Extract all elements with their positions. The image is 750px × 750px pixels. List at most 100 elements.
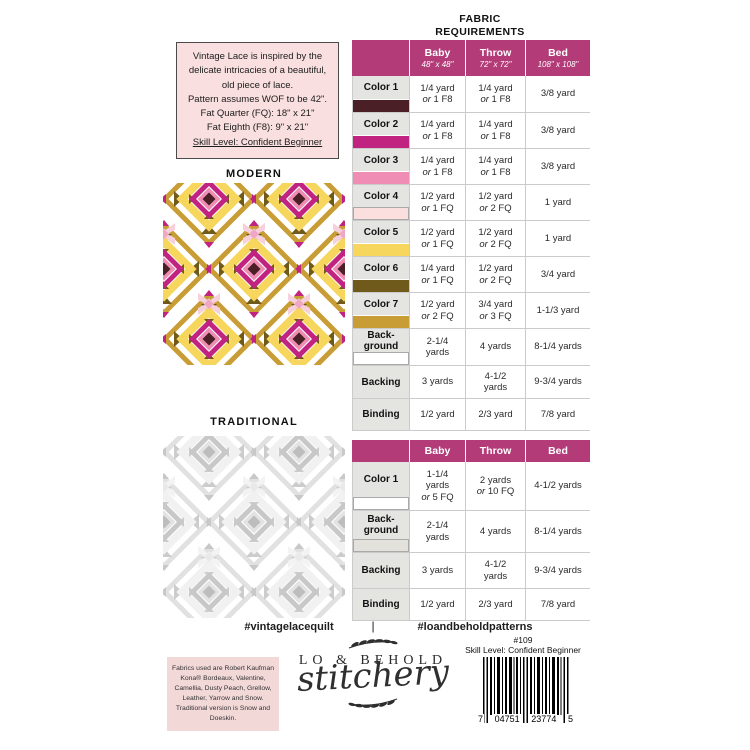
row-label: Color 5 [363, 226, 399, 238]
row-label-cell: Binding [353, 399, 409, 430]
yardage-line: 1/4 yard [420, 119, 455, 130]
logo-name-text: LO & BEHOLD [298, 653, 448, 668]
column-label: Throw [479, 445, 512, 457]
barcode-skill-level: Skill Level: Confident Beginner [465, 645, 581, 655]
yardage-line: 1/4 yard [420, 263, 455, 274]
column-label: Bed [548, 47, 568, 59]
yardage-line: 1/2 yard [478, 227, 513, 238]
yardage-cell: 1/2 yard or 1 FQ [409, 221, 465, 256]
yardage-cell: 2/3 yard [465, 399, 525, 430]
yardage-cell: 3 yards [409, 553, 465, 588]
yardage-cell: 3/8 yard [525, 76, 590, 112]
fabric-swatch [353, 497, 409, 510]
column-header-bed: Bed 108" x 108" [525, 40, 590, 76]
yardage-line: 1/2 yard [420, 227, 455, 238]
column-header-baby: Baby 48" x 48" [409, 40, 465, 76]
row-label-cell: Binding [353, 589, 409, 620]
yardage-cell: 1/2 yard [409, 399, 465, 430]
yardage-line: 1-1/3 yard [536, 304, 580, 316]
row-label-cell: Color 2 [353, 113, 409, 148]
table-header-row: Baby 48" x 48" Throw 72" x 72" Bed 108" x 108… [352, 40, 590, 76]
yardage-line: 2-1/4 [426, 335, 449, 347]
row-label-cell: Color 7 [353, 293, 409, 328]
yardage-line: or 1 FQ [421, 274, 454, 286]
yardage-cell: 1/2 yard or 2 FQ [465, 185, 525, 220]
yardage-line: 3/8 yard [540, 88, 576, 100]
yardage-line: or 2 FQ [479, 274, 512, 286]
yardage-line: or 2 FQ [479, 238, 512, 250]
row-label-cell: Backing [353, 366, 409, 398]
row-label: Binding [362, 599, 400, 610]
yardage-line: 1/2 yard [420, 191, 455, 202]
yardage-line: or 1 FQ [421, 238, 454, 250]
row-label-cell: Backing [353, 553, 409, 588]
row-label: Binding [362, 409, 400, 420]
yardage-cell: 1/2 yard or 1 FQ [409, 185, 465, 220]
yardage-line: 7/8 yard [540, 408, 576, 420]
yardage-cell: 1/4 yard or 1 F8 [465, 113, 525, 148]
yardage-line: 4 yards [479, 341, 512, 353]
yardage-line: or 1 F8 [422, 166, 453, 178]
yardage-line: or 2 FQ [421, 310, 454, 322]
yardage-cell: 4-1/2 yards [465, 366, 525, 398]
yardage-line: 8-1/4 yards [534, 525, 582, 537]
modern-section-label: MODERN [225, 168, 283, 180]
yardage-line: 2 yards [479, 474, 512, 486]
yardage-cell: 3/8 yard [525, 149, 590, 184]
yardage-cell: 9-3/4 yards [525, 553, 590, 588]
yardage-cell: 2 yards or 10 FQ [465, 462, 525, 510]
table-row: Color 6 1/4 yard or 1 FQ 1/2 yard or 2 FQ 3/4… [353, 256, 590, 292]
yardage-cell: 8-1/4 yards [525, 511, 590, 552]
yardage-cell: 4 yards [465, 511, 525, 552]
yardage-cell: 1/4 yard or 1 F8 [409, 76, 465, 112]
logo-script-text: stitchery [295, 652, 451, 700]
table-row: Backing 3 yards 4-1/2 yards 9-3/4 yards [353, 552, 590, 588]
yardage-line: 9-3/4 yards [534, 376, 582, 388]
table-corner-cell [352, 440, 409, 462]
yardage-line: 4-1/2 [484, 370, 507, 382]
row-label-cell: Back- ground [353, 511, 409, 552]
yardage-line: 1/2 yard [420, 408, 455, 420]
fabric-swatch [353, 243, 409, 256]
fabric-swatch [353, 207, 409, 220]
column-size: 108" x 108" [537, 60, 579, 69]
yardage-line: or 2 FQ [479, 202, 512, 214]
row-label-cell: Color 3 [353, 149, 409, 184]
yardage-line: 1/2 yard [478, 263, 513, 274]
column-label: Baby [424, 47, 451, 59]
yardage-line: 7/8 yard [540, 598, 576, 610]
column-header-throw: Throw 72" x 72" [465, 40, 525, 76]
table-row: Binding 1/2 yard 2/3 yard 7/8 yard [353, 588, 590, 620]
table-row: Color 5 1/2 yard or 1 FQ 1/2 yard or 2 FQ 1 y… [353, 220, 590, 256]
fat-quarter-note: Fat Quarter (FQ): 18" x 21" [200, 108, 315, 120]
row-label: Color 7 [363, 298, 399, 310]
fabric-swatch [353, 171, 409, 184]
barcode: 7 04751 23774 5 [477, 657, 574, 724]
yardage-line: 3/8 yard [540, 124, 576, 136]
barcode-digit-group: 04751 [493, 714, 521, 724]
yardage-cell: 3 yards [409, 366, 465, 398]
fabric-swatch [353, 352, 409, 365]
yardage-line: or 1 F8 [480, 166, 511, 178]
yardage-line: 3/4 yard [478, 299, 513, 310]
row-label: Color 1 [363, 82, 399, 93]
table-header-row: Baby Throw Bed [352, 440, 590, 462]
row-label-cell: Color 4 [353, 185, 409, 220]
table-row: Color 1 1/4 yard or 1 F8 1/4 yard or 1 F8 3/8… [353, 76, 590, 112]
yardage-cell: 1 yard [525, 221, 590, 256]
yardage-line: 1/4 yard [478, 119, 513, 130]
yardage-line: 1/2 yard [420, 299, 455, 310]
column-size: 48" x 48" [421, 60, 454, 69]
yardage-cell: 1/2 yard or 2 FQ [465, 221, 525, 256]
modern-quilt-image [163, 183, 345, 365]
yardage-line: or 10 FQ [476, 486, 515, 497]
yardage-cell: 8-1/4 yards [525, 329, 590, 365]
yardage-cell: 2-1/4 yards [409, 329, 465, 365]
yardage-line: yards [483, 382, 508, 393]
barcode-digit-group: 5 [566, 714, 574, 724]
yardage-cell: 1/4 yard or 1 F8 [465, 149, 525, 184]
yardage-line: 1/4 yard [478, 82, 513, 94]
table-row: Color 1 1-1/4 yards or 5 FQ 2 yards or 10 FQ 4… [353, 462, 590, 510]
row-label: Backing [361, 565, 401, 576]
